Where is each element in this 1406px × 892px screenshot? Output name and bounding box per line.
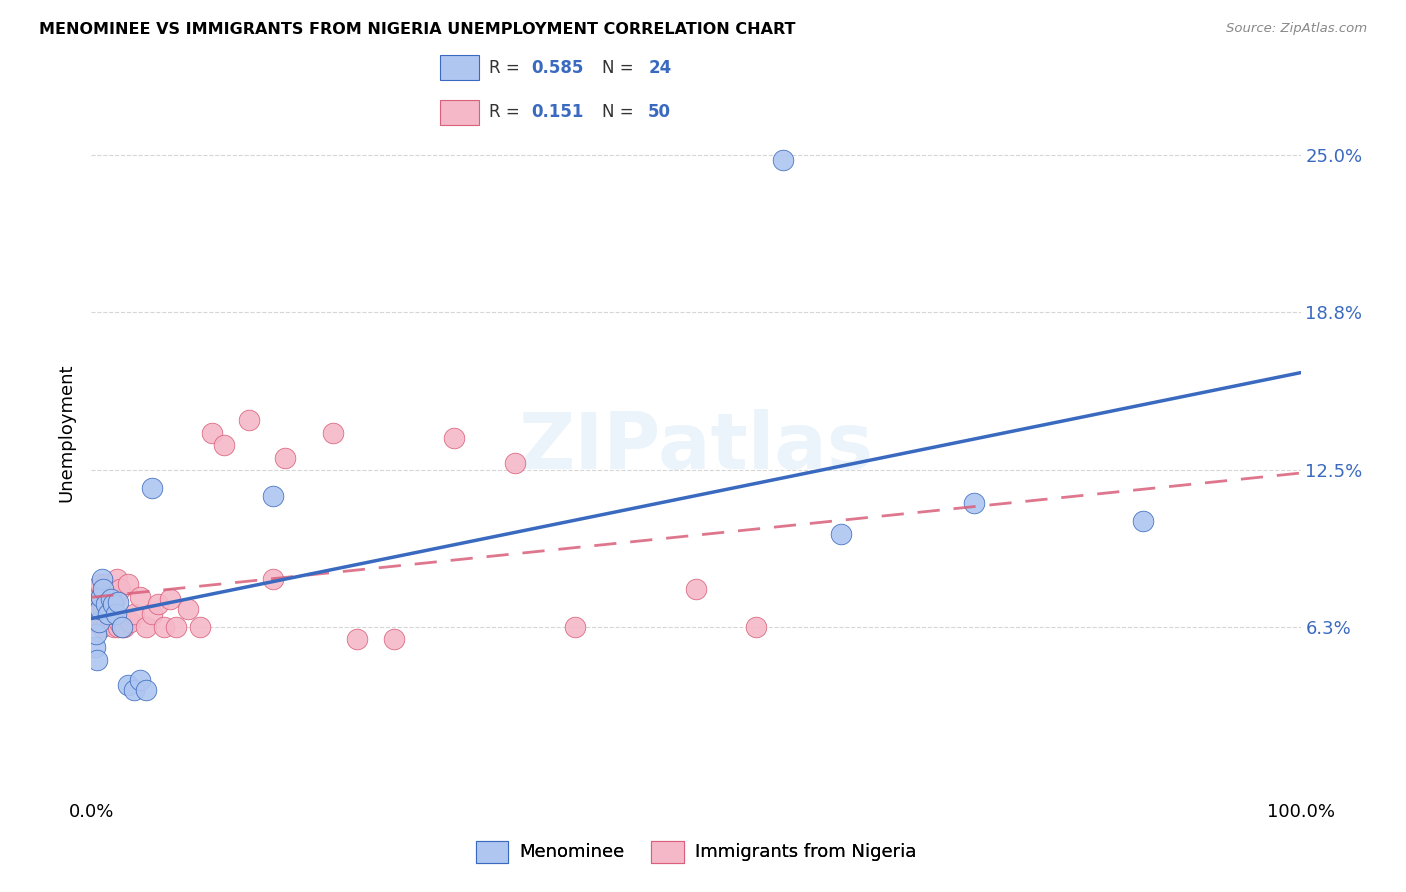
Point (93, 577, 115, 591)
Point (107, 594, 129, 608)
Point (94, 590, 117, 604)
Point (159, 592, 181, 607)
Point (89, 577, 111, 591)
Point (110, 582, 132, 596)
Point (90, 590, 112, 604)
Point (91, 572, 114, 586)
Point (84, 582, 107, 596)
Text: 0.585: 0.585 (531, 59, 583, 77)
Point (100, 592, 122, 607)
Point (128, 590, 150, 604)
Point (963, 496, 986, 510)
Point (153, 620, 176, 634)
Point (1132, 514, 1154, 528)
Point (262, 572, 284, 586)
Point (122, 607, 145, 622)
Point (98, 590, 121, 604)
Point (188, 620, 211, 634)
Point (83, 594, 105, 608)
Point (201, 425, 224, 440)
Point (93, 582, 115, 596)
Point (685, 582, 707, 596)
Point (111, 620, 132, 634)
Point (100, 615, 122, 629)
Point (117, 577, 139, 591)
Point (89, 602, 111, 616)
Point (90, 590, 112, 604)
Point (141, 607, 163, 622)
Point (101, 615, 124, 629)
Point (564, 620, 586, 634)
Point (104, 590, 127, 604)
Point (111, 620, 132, 634)
Text: 24: 24 (648, 59, 672, 77)
Point (135, 682, 157, 697)
Text: MENOMINEE VS IMMIGRANTS FROM NIGERIA UNEMPLOYMENT CORRELATION CHART: MENOMINEE VS IMMIGRANTS FROM NIGERIA UNE… (39, 22, 796, 37)
Point (382, 632, 405, 647)
Text: N =: N = (602, 103, 638, 121)
Point (84, 640, 107, 654)
Point (101, 590, 124, 604)
Point (94, 597, 117, 611)
Point (120, 615, 142, 629)
Text: 50: 50 (648, 103, 671, 121)
Point (105, 572, 128, 586)
Point (97, 607, 120, 622)
Point (122, 682, 145, 697)
Point (346, 632, 368, 647)
Legend: Menominee, Immigrants from Nigeria: Menominee, Immigrants from Nigeria (468, 833, 924, 870)
Point (772, 153, 794, 168)
Text: R =: R = (489, 59, 526, 77)
Point (745, 620, 768, 634)
Text: Source: ZipAtlas.com: Source: ZipAtlas.com (1226, 22, 1367, 36)
Point (101, 597, 124, 611)
Point (104, 607, 127, 622)
Point (84, 602, 107, 616)
Point (117, 678, 139, 692)
Point (86, 615, 108, 629)
Text: 0.151: 0.151 (531, 103, 583, 121)
Text: R =: R = (489, 103, 530, 121)
Y-axis label: Unemployment: Unemployment (58, 363, 76, 502)
Point (443, 431, 465, 445)
Point (97, 602, 120, 616)
Point (93, 602, 115, 616)
Bar (440, 55, 479, 80)
Point (177, 602, 200, 616)
Point (503, 456, 526, 470)
Point (91, 620, 114, 634)
Point (108, 615, 131, 629)
Point (112, 620, 135, 634)
Point (96, 615, 118, 629)
Point (135, 620, 157, 634)
Point (830, 526, 852, 541)
Point (238, 413, 260, 427)
Point (274, 450, 297, 465)
Point (214, 438, 236, 452)
Bar (440, 100, 479, 125)
Point (165, 620, 187, 634)
Point (87, 590, 110, 604)
Text: N =: N = (602, 59, 638, 77)
Point (84, 627, 107, 641)
Point (262, 489, 284, 503)
Point (322, 425, 344, 440)
Point (87, 615, 110, 629)
Point (128, 673, 150, 687)
Point (86, 652, 108, 666)
Point (107, 620, 129, 634)
Text: ZIPatlas: ZIPatlas (519, 409, 873, 485)
Point (103, 620, 125, 634)
Point (146, 597, 169, 611)
Point (141, 481, 163, 495)
